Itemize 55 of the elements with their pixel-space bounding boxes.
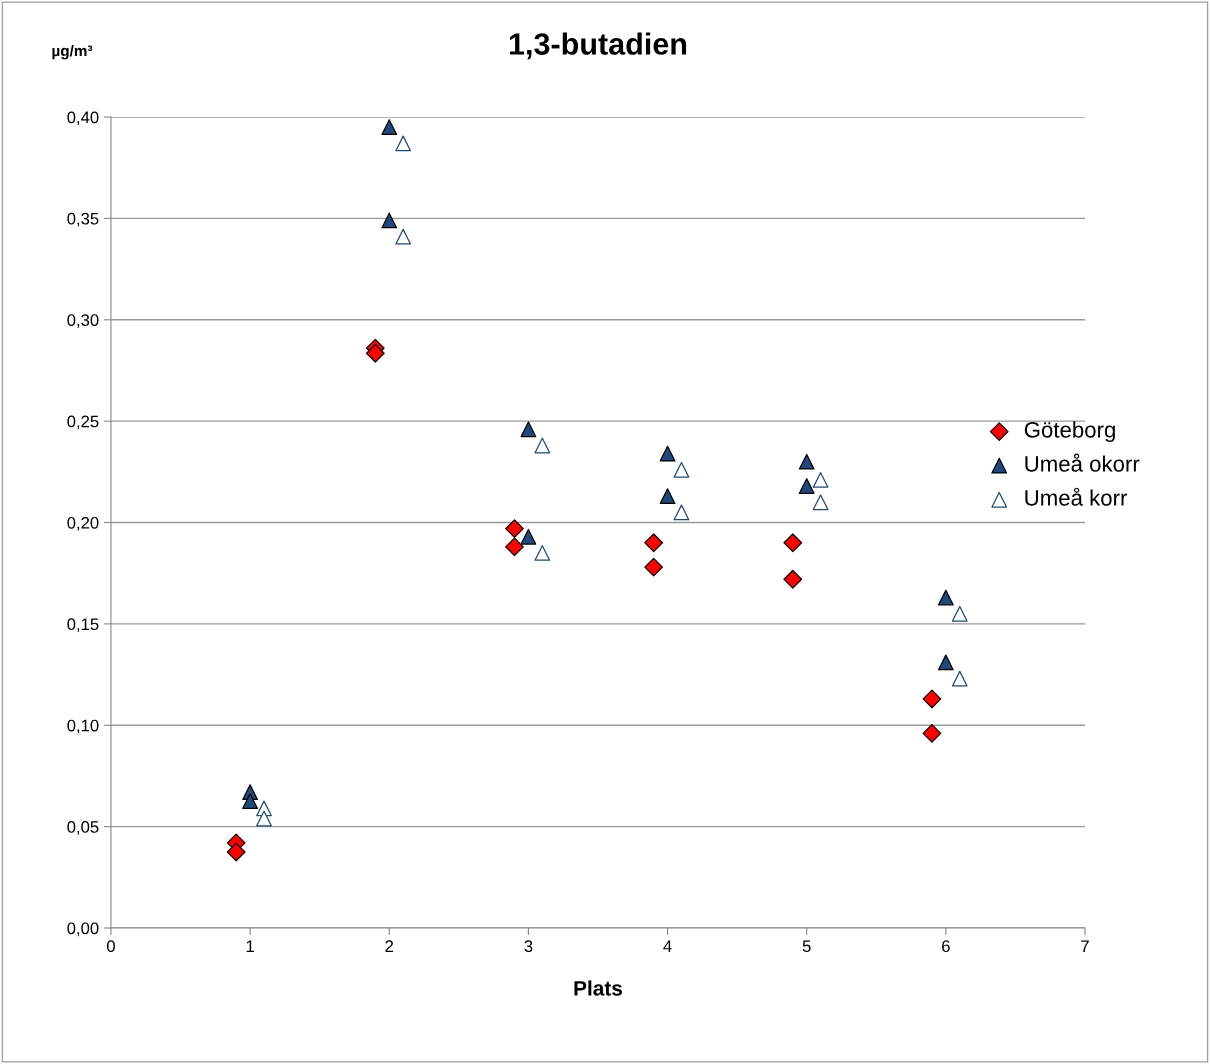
point — [365, 343, 385, 363]
point — [812, 494, 829, 511]
legend-label: Umeå korr — [1025, 487, 1128, 506]
x-tick-label: 0 — [106, 940, 115, 953]
x-tick-label: 6 — [942, 940, 950, 953]
x-axis-title: Plats — [574, 980, 623, 996]
x-tick-label: 5 — [802, 940, 811, 953]
point — [659, 488, 676, 505]
point — [922, 689, 942, 709]
point — [520, 421, 537, 438]
point — [783, 569, 803, 589]
legend-label: Umeå okorr — [1025, 453, 1140, 472]
x-tick-label: 3 — [524, 940, 533, 953]
point — [644, 533, 664, 553]
y-axis-title: µg/m³ — [52, 45, 93, 60]
point — [673, 461, 690, 478]
point — [534, 437, 551, 454]
point — [812, 472, 829, 488]
chart-title: 1,3-butadien — [509, 32, 687, 60]
x-tick-label: 4 — [663, 940, 672, 952]
point — [395, 228, 412, 245]
point — [922, 723, 942, 743]
x-tick-label: 2 — [385, 940, 394, 952]
x-tick-label: 7 — [1081, 940, 1089, 952]
point — [505, 537, 524, 557]
y-tick-label: 0,40 — [67, 111, 99, 126]
point — [951, 670, 968, 687]
point — [226, 842, 246, 862]
point — [783, 533, 803, 553]
legend-label: Göteborg — [1024, 421, 1115, 443]
y-tick-label: 0,10 — [67, 719, 99, 734]
point — [951, 605, 968, 622]
point — [395, 135, 412, 152]
point — [505, 519, 524, 539]
point — [673, 504, 690, 521]
point — [534, 545, 551, 561]
point — [520, 528, 537, 545]
y-tick-label: 0,25 — [67, 415, 99, 430]
point — [644, 557, 664, 577]
point — [381, 212, 398, 229]
point — [381, 119, 398, 136]
y-tick-label: 0,05 — [67, 821, 99, 835]
point — [937, 654, 954, 671]
point — [659, 445, 676, 462]
point — [798, 478, 815, 494]
point — [798, 453, 815, 470]
point — [242, 793, 259, 810]
x-tick-label: 1 — [246, 940, 254, 952]
y-tick-label: 0,30 — [67, 314, 99, 328]
y-tick-label: 0,15 — [67, 618, 99, 633]
y-tick-label: 0,35 — [67, 212, 99, 227]
y-tick-label: 0,00 — [67, 922, 99, 937]
point — [256, 810, 272, 827]
point — [937, 589, 954, 606]
y-tick-label: 0,20 — [67, 516, 99, 531]
